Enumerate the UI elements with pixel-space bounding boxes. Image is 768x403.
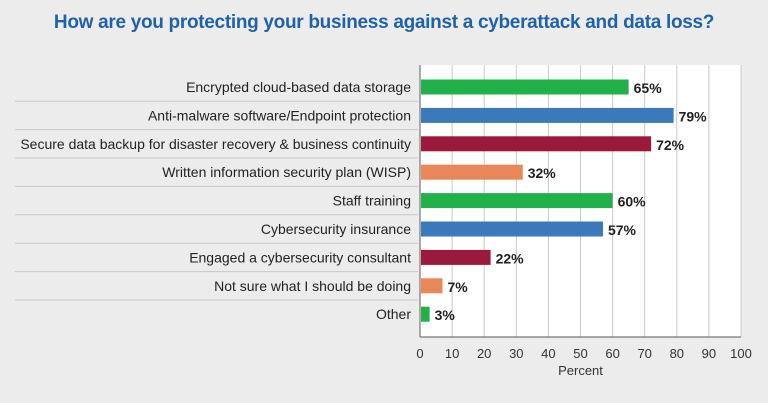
bar <box>421 278 443 294</box>
chart-title: How are you protecting your business aga… <box>53 12 715 33</box>
x-tick-label: 100 <box>730 346 752 361</box>
x-tick-label: 50 <box>573 346 587 361</box>
x-tick-label: 20 <box>477 346 491 361</box>
category-label: Anti-malware software/Endpoint protectio… <box>148 107 411 123</box>
x-axis-label: Percent <box>558 363 603 378</box>
x-tick-label: 60 <box>605 346 619 361</box>
x-tick-label: 0 <box>416 346 423 361</box>
category-label: Cybersecurity insurance <box>261 221 411 237</box>
bar <box>421 306 430 322</box>
bar <box>421 136 652 152</box>
bar <box>421 107 674 123</box>
x-tick-label: 30 <box>509 346 523 361</box>
bar <box>421 249 491 265</box>
data-label: 79% <box>679 108 708 124</box>
x-tick-label: 70 <box>637 346 651 361</box>
category-label: Encrypted cloud-based data storage <box>186 79 411 95</box>
data-label: 65% <box>634 80 663 96</box>
data-label: 22% <box>496 250 525 266</box>
x-tick-label: 10 <box>445 346 459 361</box>
data-label: 7% <box>447 279 468 295</box>
category-label: Engaged a cybersecurity consultant <box>189 249 411 265</box>
x-tick-label: 80 <box>670 346 684 361</box>
bar <box>421 164 523 180</box>
bar <box>421 193 613 209</box>
data-label: 57% <box>608 222 637 238</box>
category-label: Written information security plan (WISP) <box>162 164 411 180</box>
data-label: 3% <box>435 307 456 323</box>
data-label: 32% <box>528 165 557 181</box>
category-label: Not sure what I should be doing <box>214 278 411 294</box>
category-label: Staff training <box>333 193 411 209</box>
category-label: Other <box>376 306 411 322</box>
category-label: Secure data backup for disaster recovery… <box>20 136 411 152</box>
x-tick-label: 90 <box>702 346 716 361</box>
data-label: 72% <box>656 137 685 153</box>
x-tick-label: 40 <box>541 346 555 361</box>
data-label: 60% <box>618 194 647 210</box>
bar <box>421 221 603 237</box>
bar <box>421 79 629 95</box>
